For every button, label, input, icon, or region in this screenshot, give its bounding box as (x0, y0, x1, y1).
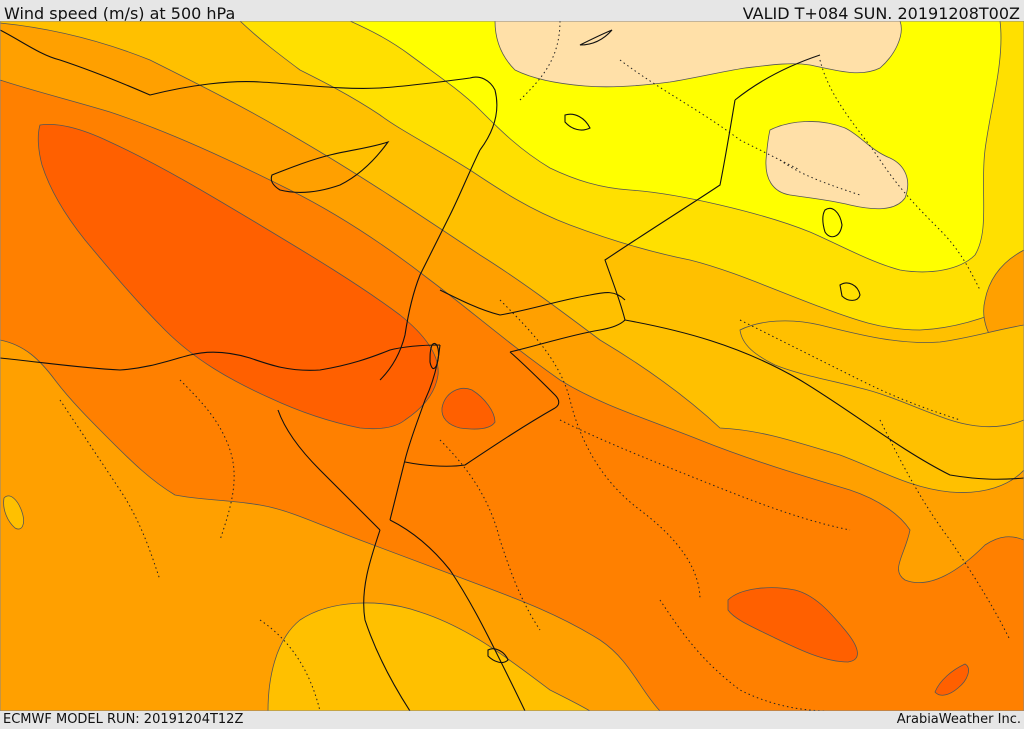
wind-band-dark-orange-blob (441, 388, 496, 430)
wind-band-light-yellow (349, 21, 1002, 273)
wind-band-gold-nw-patch (739, 320, 1024, 428)
wind-band-peach-east (765, 121, 909, 210)
wind-band-dark-orange-core (37, 123, 439, 430)
model-run-label: ECMWF MODEL RUN: 20191204T12Z (3, 712, 244, 727)
coastlines (0, 29, 1024, 711)
wind-band-dark-orange-far-southeast (934, 663, 969, 696)
valid-time: VALID T+084 SUN. 20191208T00Z (742, 4, 1020, 23)
credit-label: ArabiaWeather Inc. (896, 712, 1021, 727)
wind-band-dark-orange-southeast (727, 587, 858, 663)
wind-band-gold-west-blob (3, 495, 24, 530)
map-title: Wind speed (m/s) at 500 hPa (4, 4, 236, 23)
wind-band-gold-sw (267, 602, 591, 711)
wind-speed-map (0, 21, 1024, 711)
dotted-borders (59, 21, 1011, 711)
